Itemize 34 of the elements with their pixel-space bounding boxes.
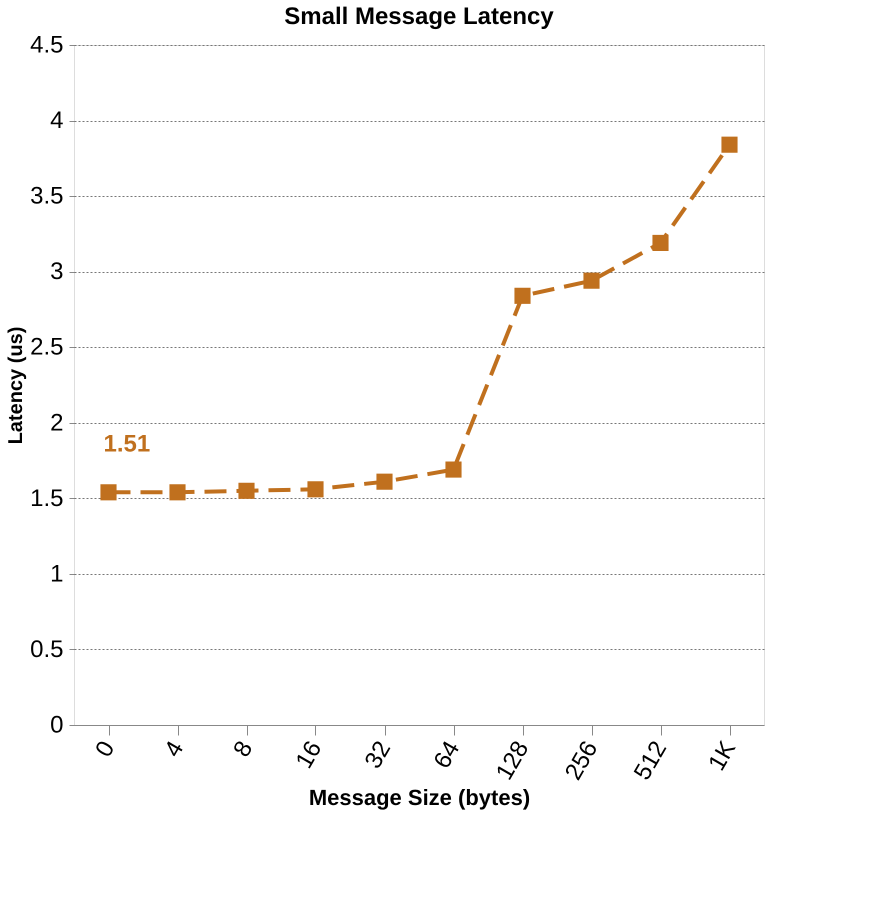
annotation: 1.51 (104, 430, 150, 458)
y-tick-label: 4 (50, 107, 64, 134)
x-tick-label: 4 (159, 736, 190, 762)
y-tick-label: 2 (50, 409, 64, 436)
y-tick-label: 0 (50, 712, 64, 738)
point (445, 462, 462, 478)
point (376, 474, 393, 490)
x-tick-label: 512 (628, 736, 672, 785)
point (100, 484, 117, 500)
point (514, 288, 531, 304)
point (169, 484, 186, 500)
y-axis-title: Latency (us) (5, 326, 28, 444)
x-axis-title: Message Size (bytes) (308, 785, 530, 810)
point (583, 272, 600, 289)
point (652, 234, 669, 252)
x-tick-label: 32 (360, 736, 396, 774)
x-tick-label: 8 (228, 736, 258, 762)
x-tick-label: 0 (90, 736, 120, 762)
x-tick-label: 16 (290, 736, 328, 774)
x-tick-label: 128 (490, 736, 534, 785)
y-tick-label: 0.5 (30, 636, 64, 663)
point (721, 136, 738, 153)
point (307, 481, 324, 498)
x-tick-label: 256 (560, 736, 604, 785)
y-tick-label: 3.5 (30, 182, 64, 210)
y-tick-label: 2.5 (30, 334, 64, 361)
y-tick-label: 3 (50, 258, 64, 286)
chart-title: Small Message Latency (284, 3, 554, 30)
x-tick-label: 64 (428, 736, 466, 774)
point (238, 482, 255, 499)
y-tick-label: 4.5 (30, 32, 64, 58)
x-tick-label: 1K (703, 736, 742, 776)
y-tick-label: 1 (50, 560, 64, 588)
y-tick-label: 1.5 (30, 484, 64, 512)
